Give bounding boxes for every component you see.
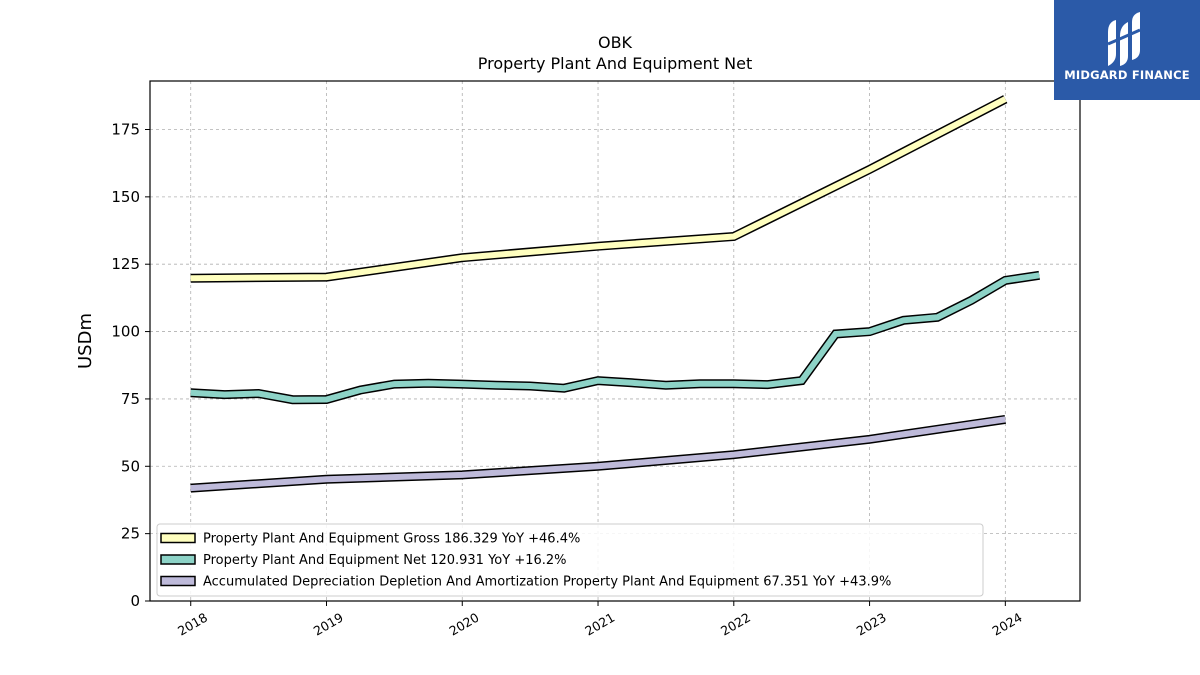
x-tick-label: 2023 xyxy=(854,610,889,639)
y-axis: 0 25 50 75 100 125 150 175 xyxy=(111,120,150,610)
legend-swatch xyxy=(160,532,196,544)
y-tick-label: 0 xyxy=(130,592,140,610)
x-tick-label: 2021 xyxy=(582,610,617,639)
chart-title: OBK xyxy=(597,33,633,52)
y-tick-label: 175 xyxy=(111,120,140,138)
x-tick-label: 2019 xyxy=(311,610,346,639)
chart-title-block: OBK Property Plant And Equipment Net xyxy=(150,32,1080,74)
midgard-finance-logo: MIDGARD FINANCE xyxy=(1054,0,1200,100)
legend: Property Plant And Equipment Gross 186.3… xyxy=(156,523,984,597)
legend-swatch xyxy=(160,575,196,587)
series-line-0 xyxy=(190,96,1007,282)
grid-lines xyxy=(150,81,1080,602)
series-line-2 xyxy=(190,416,1006,492)
series-line-1 xyxy=(190,272,1040,403)
y-axis-label: USDm xyxy=(75,313,96,369)
x-tick-label: 2020 xyxy=(446,610,481,639)
legend-swatch xyxy=(160,554,196,565)
y-tick-label: 150 xyxy=(111,188,140,206)
chart-subtitle: Property Plant And Equipment Net xyxy=(477,54,753,73)
legend-entry: Accumulated Depreciation Depletion And A… xyxy=(203,575,891,590)
series-lines xyxy=(190,95,1040,493)
logo-mark-icon xyxy=(1107,12,1141,66)
legend-entry: Property Plant And Equipment Net 120.931… xyxy=(203,553,567,568)
legend-entry: Property Plant And Equipment Gross 186.3… xyxy=(203,532,580,547)
y-tick-label: 50 xyxy=(121,457,140,475)
y-tick-label: 75 xyxy=(121,390,140,408)
x-tick-label: 2022 xyxy=(718,610,753,639)
y-tick-label: 125 xyxy=(111,255,140,273)
x-axis: 2018 2019 2020 2021 2022 2023 2024 xyxy=(175,601,1025,639)
x-tick-label: 2018 xyxy=(175,610,210,639)
plot-frame xyxy=(149,80,1081,602)
x-tick-label: 2024 xyxy=(990,610,1025,639)
y-tick-label: 100 xyxy=(111,323,140,341)
logo-text: MIDGARD FINANCE xyxy=(1064,68,1190,82)
legend-box xyxy=(156,523,984,597)
y-tick-label: 25 xyxy=(121,525,140,543)
